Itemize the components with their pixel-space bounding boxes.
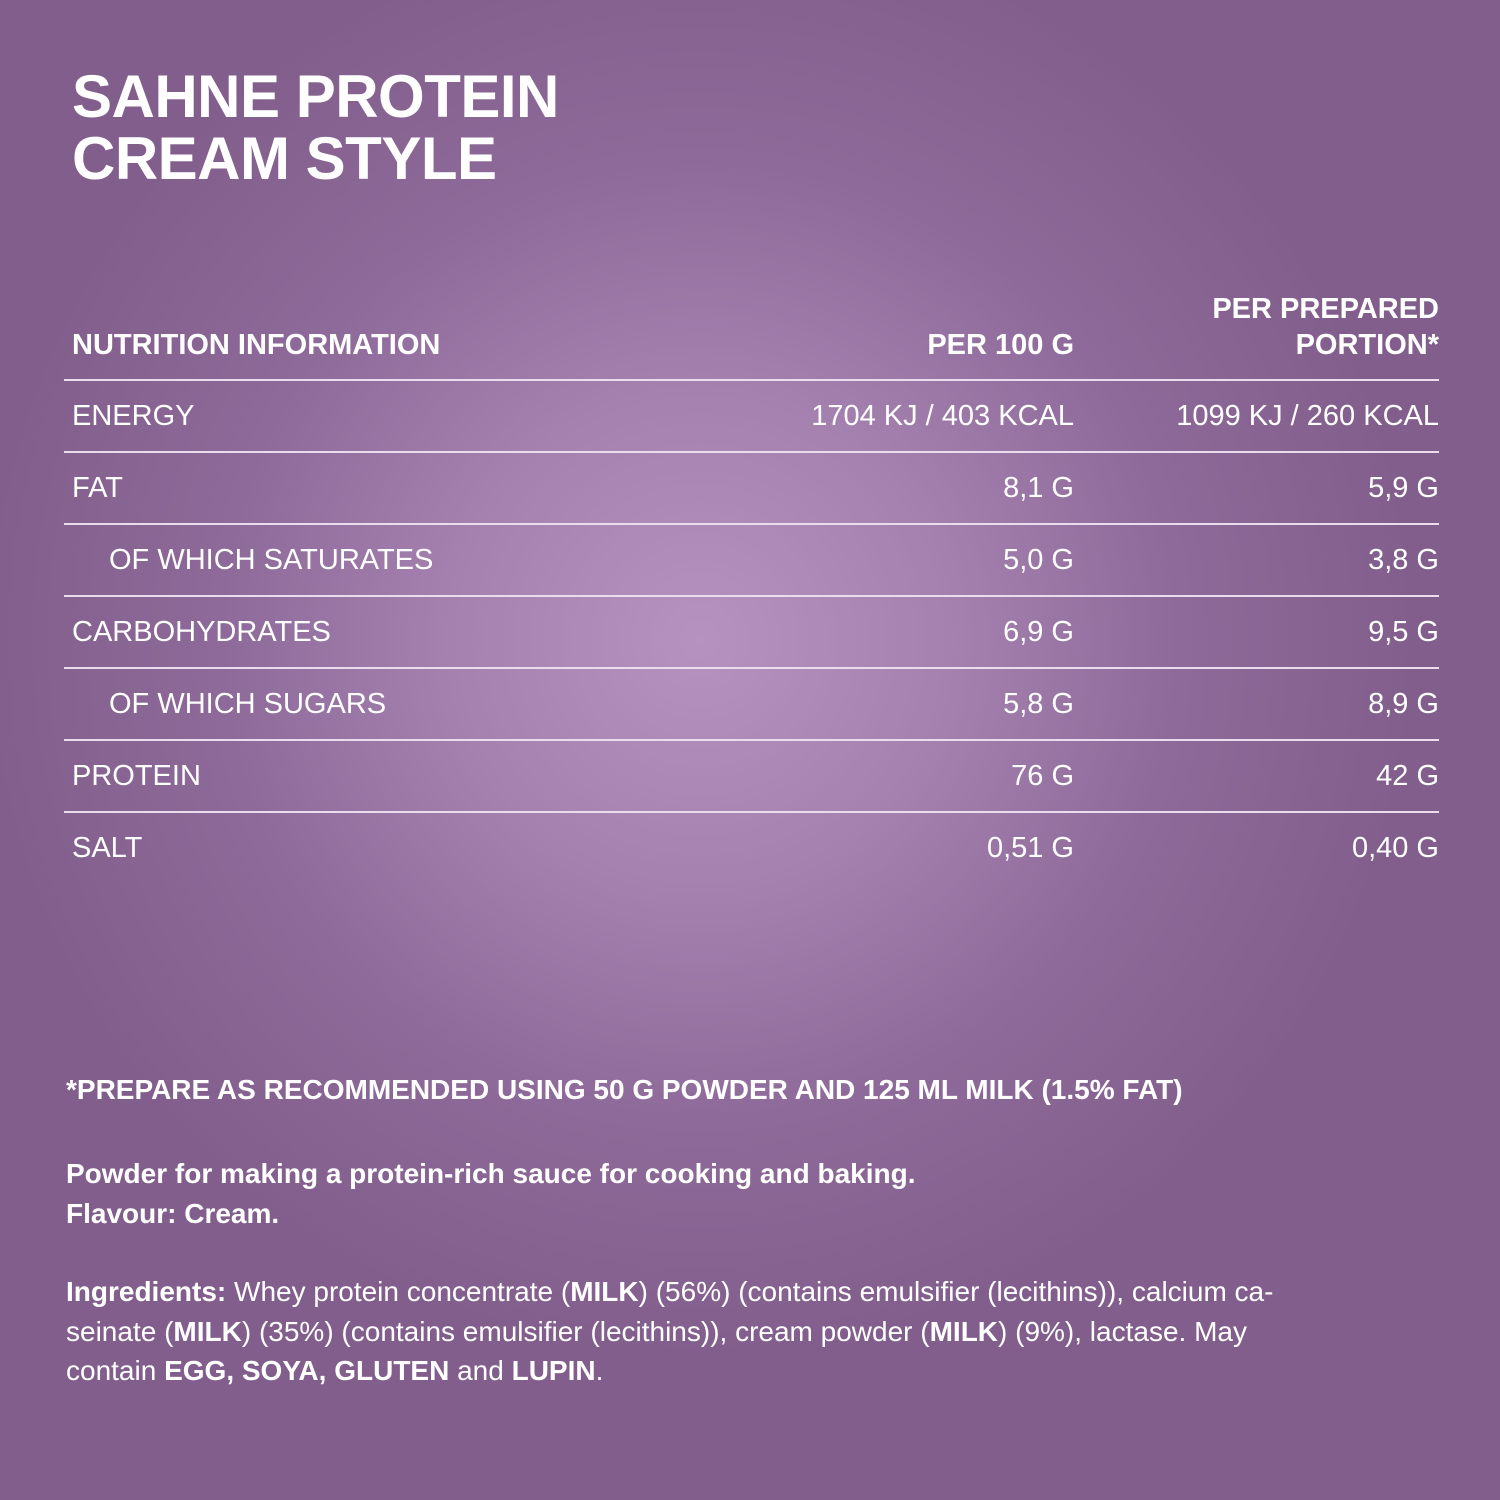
row-per-100g: 6,9 G: [1003, 615, 1074, 648]
table-row: OF WHICH SATURATES 5,0 G 3,8 G: [64, 525, 1439, 597]
header-nutrition-information: NUTRITION INFORMATION: [72, 329, 441, 361]
ingredient-emphasis: EGG, SOYA, GLUTEN: [164, 1355, 450, 1386]
ingredient-text: contain: [66, 1355, 165, 1386]
table-row: OF WHICH SUGARS 5,8 G 8,9 G: [64, 669, 1439, 741]
row-per-portion: 3,8 G: [1368, 543, 1439, 576]
row-label: CARBOHYDRATES: [72, 615, 331, 648]
row-label: OF WHICH SUGARS: [109, 687, 387, 720]
table-row: SALT 0,51 G 0,40 G: [64, 813, 1439, 883]
header-per-portion: PER PREPARED PORTION*: [1074, 291, 1439, 379]
row-per-100g: 8,1 G: [1003, 471, 1074, 504]
table-row: ENERGY 1704 KJ / 403 KCAL 1099 KJ / 260 KC…: [64, 381, 1439, 453]
row-per-100g: 0,51 G: [986, 831, 1074, 864]
ingredients-text: Ingredients: Whey protein concentrate (M…: [66, 1272, 1466, 1391]
row-per-100g: 76 G: [1011, 759, 1074, 792]
product-description: Powder for making a protein-rich sauce f…: [66, 1154, 915, 1234]
ingredient-text: Whey protein concentrate (: [226, 1276, 571, 1307]
ingredient-text: ) (35%) (contains emulsifier (lecithins)…: [241, 1315, 930, 1347]
row-per-100g: 5,0 G: [1003, 543, 1074, 576]
ingredient-emphasis: LUPIN: [511, 1355, 596, 1386]
ingredients-line: contain EGG, SOYA, GLUTEN and LUPIN.: [66, 1351, 1466, 1391]
ingredients-line: Ingredients: Whey protein concentrate (M…: [66, 1272, 1466, 1312]
header-per-portion-line-2: PORTION*: [1295, 329, 1439, 361]
row-label: PROTEIN: [72, 759, 201, 792]
ingredient-text: ) (9%), lactase. May: [998, 1315, 1247, 1347]
row-per-portion: 5,9 G: [1368, 471, 1439, 504]
ingredient-text: ) (56%) (contains emulsifier (lecithins)…: [638, 1276, 1274, 1307]
ingredient-emphasis: Ingredients:: [66, 1276, 227, 1307]
preparation-footnote: *PREPARE AS RECOMMENDED USING 50 G POWDE…: [66, 1074, 1183, 1105]
table-row: CARBOHYDRATES 6,9 G 9,5 G: [64, 597, 1439, 669]
table-row: PROTEIN 76 G 42 G: [64, 741, 1439, 813]
description-line-2: Flavour: Cream.: [66, 1198, 280, 1229]
table-row: FAT 8,1 G 5,9 G: [64, 453, 1439, 525]
nutrition-table: NUTRITION INFORMATION PER 100 G PER PREP…: [64, 285, 1439, 883]
row-per-100g: 1704 KJ / 403 KCAL: [811, 399, 1074, 432]
ingredient-text: and: [449, 1355, 512, 1386]
ingredients-line: seinate (MILK) (35%) (contains emulsifie…: [66, 1312, 1466, 1352]
table-header: NUTRITION INFORMATION PER 100 G PER PREP…: [64, 285, 1439, 381]
ingredient-emphasis: MILK: [929, 1315, 999, 1347]
row-per-portion: 0,40 G: [1351, 831, 1439, 864]
ingredient-text: .: [595, 1355, 604, 1386]
row-label: ENERGY: [72, 399, 195, 432]
ingredient-emphasis: MILK: [173, 1315, 242, 1347]
row-per-100g: 5,8 G: [1003, 687, 1074, 720]
title-line-1: SAHNE PROTEIN: [72, 63, 559, 130]
description-line-1: Powder for making a protein-rich sauce f…: [66, 1158, 916, 1189]
product-title: SAHNE PROTEIN CREAM STYLE: [72, 66, 559, 190]
row-per-portion: 1099 KJ / 260 KCAL: [1176, 399, 1439, 432]
row-label: FAT: [72, 471, 124, 504]
ingredient-text: seinate (: [66, 1315, 174, 1347]
row-label: OF WHICH SATURATES: [109, 543, 434, 576]
header-per-portion-line-1: PER PREPARED: [1212, 293, 1439, 325]
title-line-2: CREAM STYLE: [72, 125, 497, 192]
row-per-portion: 8,9 G: [1368, 687, 1439, 720]
row-per-portion: 9,5 G: [1368, 615, 1439, 648]
ingredient-emphasis: MILK: [570, 1276, 639, 1307]
row-label: SALT: [72, 831, 143, 864]
row-per-portion: 42 G: [1376, 759, 1439, 792]
header-per-100g: PER 100 G: [927, 329, 1074, 361]
